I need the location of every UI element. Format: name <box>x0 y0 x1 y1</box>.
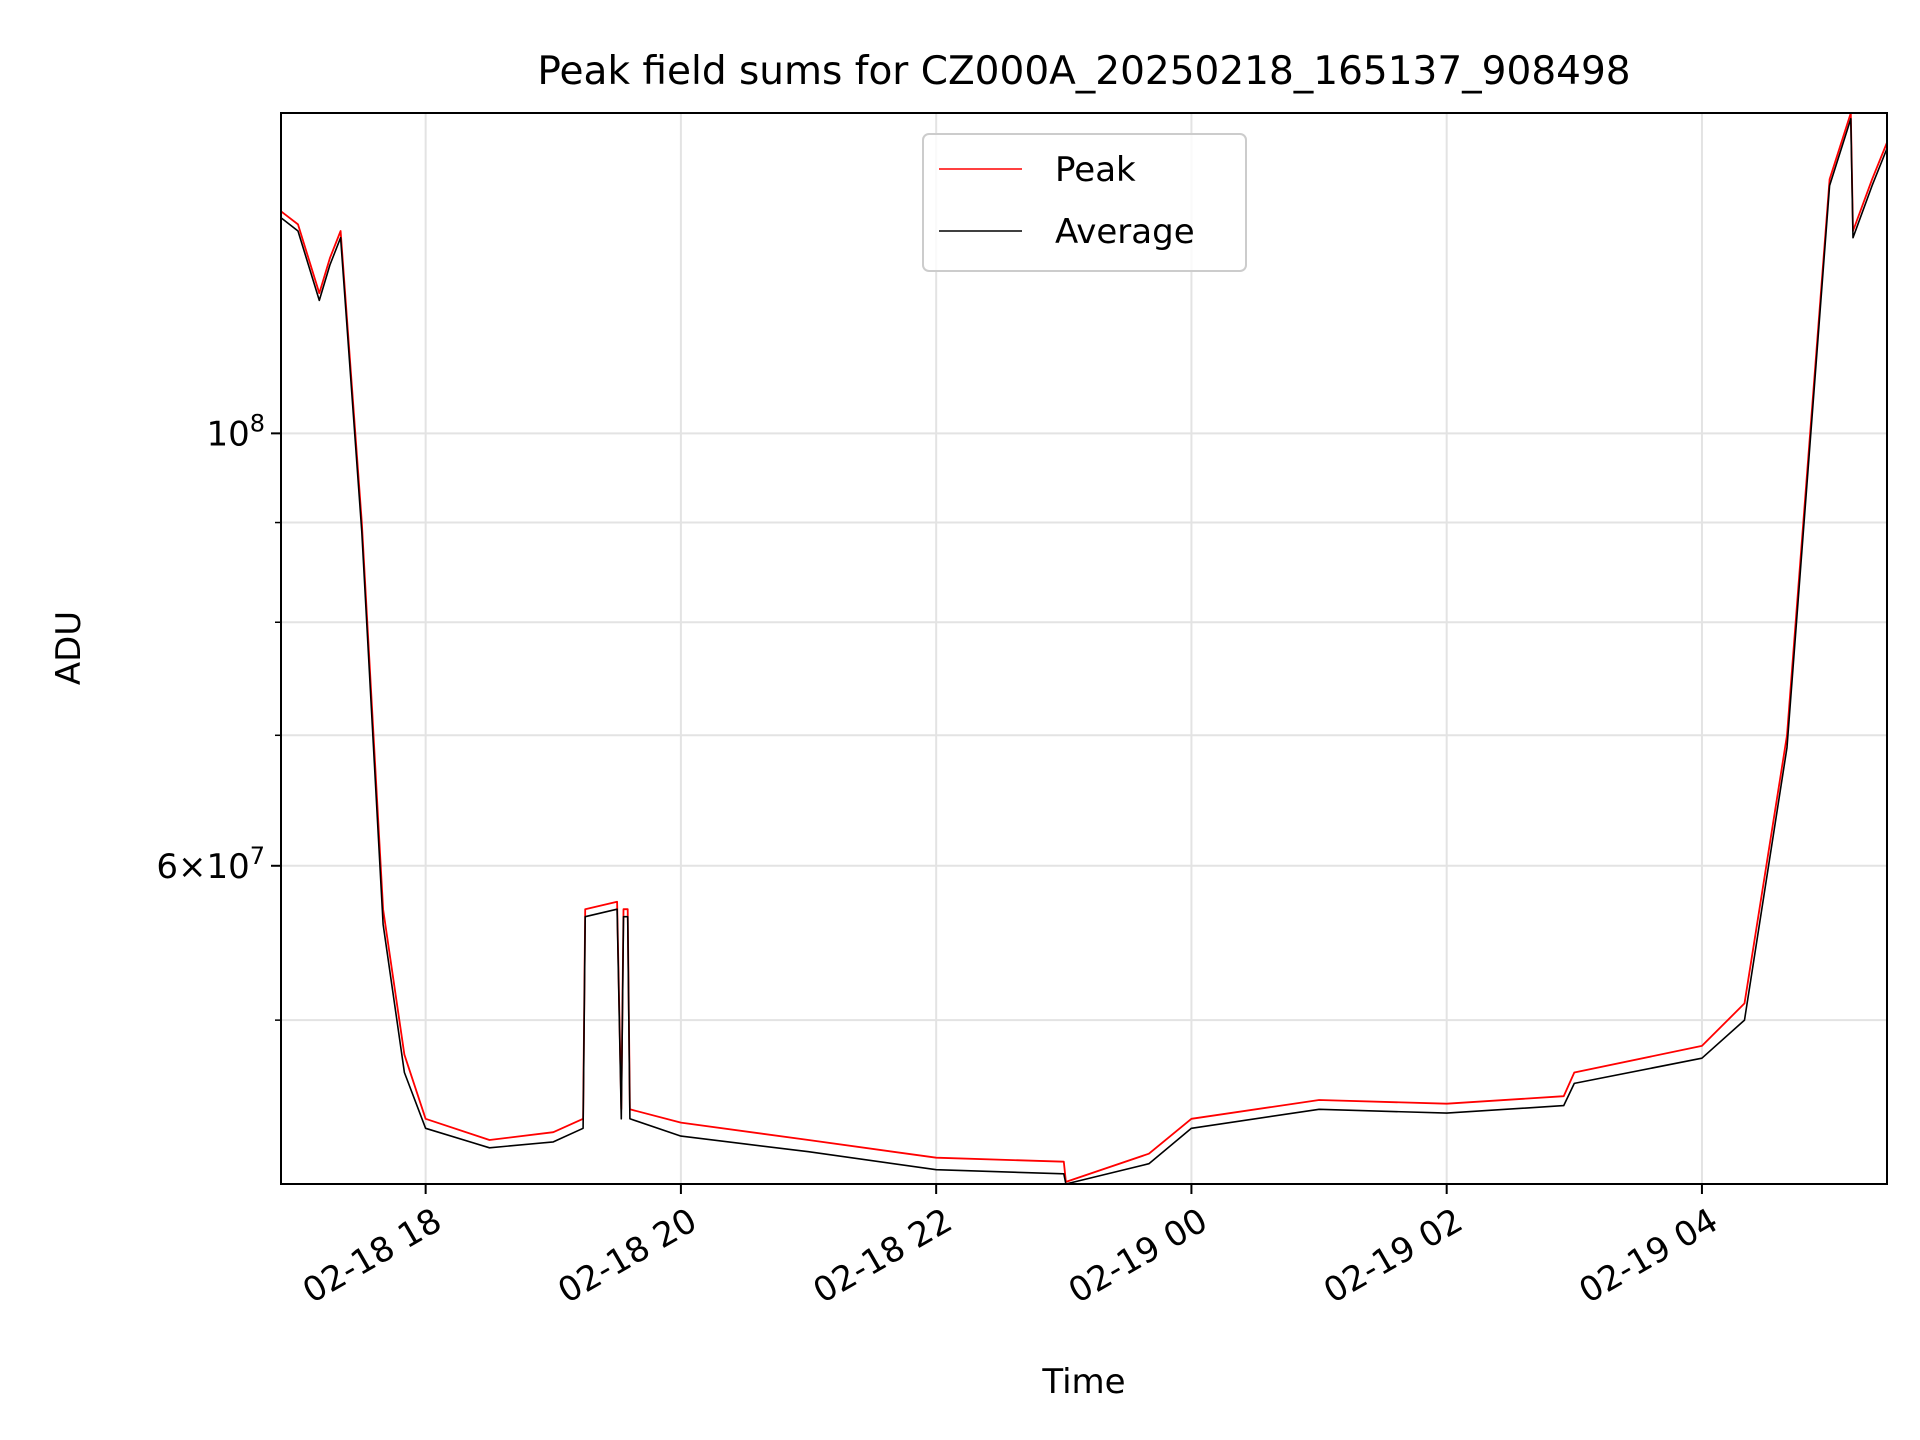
legend-label-peak: Peak <box>1055 150 1136 190</box>
series-layer <box>280 112 1888 1185</box>
y-tick-label: 6×107 <box>156 842 265 887</box>
y-axis-label: ADU <box>49 611 89 685</box>
grid <box>281 113 1887 1184</box>
series-line-peak <box>280 112 1888 1183</box>
y-tick-label: 108 <box>206 409 265 454</box>
series-line-average <box>280 118 1888 1185</box>
legend: Peak Average <box>922 133 1247 272</box>
x-axis-label: Time <box>1041 1362 1125 1402</box>
chart-title: Peak field sums for CZ000A_20250218_1651… <box>537 49 1630 94</box>
y-axis-ticks: 108 6×107 <box>156 409 281 1021</box>
legend-label-average: Average <box>1055 212 1195 252</box>
plot-frame <box>280 112 1888 1185</box>
